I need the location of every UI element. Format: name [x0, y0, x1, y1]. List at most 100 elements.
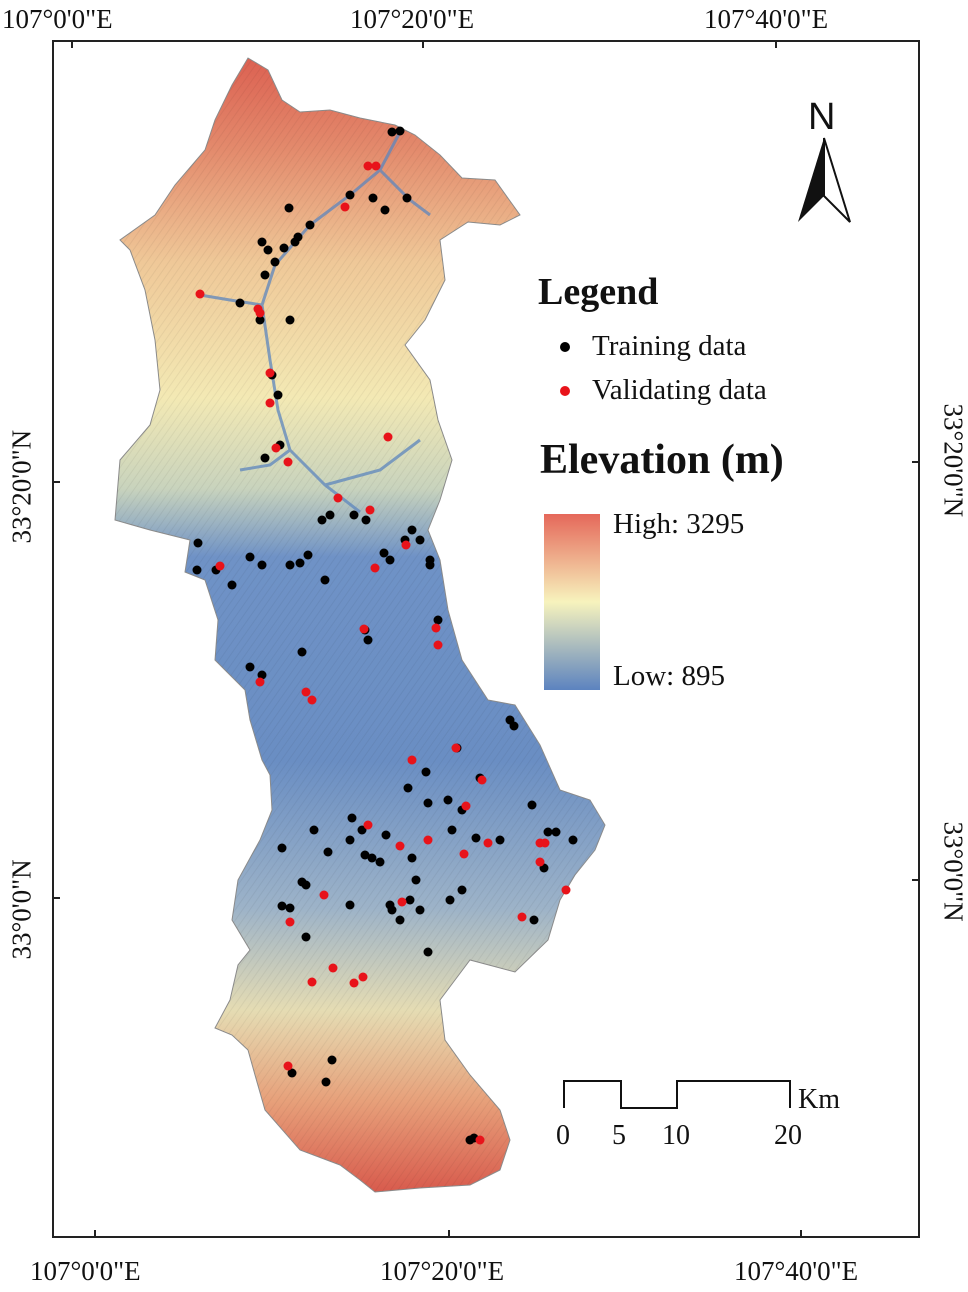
- training-point: [495, 835, 505, 845]
- training-point: [379, 548, 389, 558]
- scale-unit: Km: [798, 1084, 840, 1115]
- sample-points: [192, 126, 578, 1145]
- training-point: [403, 783, 413, 793]
- validating-point: [215, 561, 225, 571]
- training-point: [405, 895, 415, 905]
- training-point: [387, 127, 397, 137]
- training-point: [323, 847, 333, 857]
- training-point: [423, 798, 433, 808]
- validating-point: [271, 443, 281, 453]
- validating-point: [461, 801, 471, 811]
- validating-point: [333, 493, 343, 503]
- validating-point: [371, 161, 381, 171]
- scale-tick-20: 20: [774, 1120, 802, 1151]
- training-point: [305, 220, 315, 230]
- training-point: [433, 615, 443, 625]
- validating-point: [477, 775, 487, 785]
- training-point: [568, 835, 578, 845]
- training-point: [527, 800, 537, 810]
- validating-point: [255, 677, 265, 687]
- training-point: [387, 905, 397, 915]
- training-point: [411, 875, 421, 885]
- validating-point: [283, 1061, 293, 1071]
- scale-bar: [563, 1080, 791, 1109]
- training-point: [277, 843, 287, 853]
- north-arrow-icon: [798, 137, 851, 223]
- validating-point: [407, 755, 417, 765]
- graticule-label-top-107-40: 107°40'0"E: [704, 4, 829, 34]
- training-point: [235, 298, 245, 308]
- training-point: [317, 515, 327, 525]
- training-point: [297, 647, 307, 657]
- graticule-label-bottom-107-20: 107°20'0"E: [380, 1256, 505, 1286]
- training-point: [368, 193, 378, 203]
- elevation-title: Elevation (m): [540, 437, 784, 483]
- validating-point: [195, 289, 205, 299]
- training-point: [245, 552, 255, 562]
- validating-point: [365, 505, 375, 515]
- scale-tick-5: 5: [612, 1120, 626, 1151]
- training-point: [407, 853, 417, 863]
- training-point: [285, 315, 295, 325]
- legend-title: Legend: [538, 271, 659, 313]
- training-point: [471, 833, 481, 843]
- training-point: [363, 635, 373, 645]
- validating-point: [340, 202, 350, 212]
- training-point: [543, 827, 553, 837]
- training-point: [285, 903, 295, 913]
- training-point: [345, 900, 355, 910]
- training-point: [443, 795, 453, 805]
- validating-point: [475, 1135, 485, 1145]
- training-point: [257, 670, 267, 680]
- training-point: [457, 885, 467, 895]
- training-point: [277, 901, 287, 911]
- validating-point: [285, 917, 295, 927]
- training-point: [257, 560, 267, 570]
- training-point: [381, 830, 391, 840]
- training-point: [415, 535, 425, 545]
- validating-point: [363, 820, 373, 830]
- validating-point: [459, 849, 469, 859]
- training-point: [347, 813, 357, 823]
- legend-item-validating: Validating data: [560, 374, 767, 407]
- training-point: [227, 580, 237, 590]
- training-point: [285, 560, 295, 570]
- validating-point: [423, 835, 433, 845]
- validating-point: [319, 890, 329, 900]
- validating-point: [370, 563, 380, 573]
- validating-point: [540, 838, 550, 848]
- validating-point: [433, 640, 443, 650]
- elevation-color-ramp: [544, 514, 600, 690]
- graticule-label-top-107-20: 107°20'0"E: [350, 4, 475, 34]
- graticule-label-bottom-107-0: 107°0'0"E: [30, 1256, 141, 1286]
- training-point: [529, 915, 539, 925]
- validating-point: [383, 432, 393, 442]
- training-point: [445, 895, 455, 905]
- validating-point: [301, 687, 311, 697]
- validating-point: [265, 368, 275, 378]
- validating-point: [307, 977, 317, 987]
- training-point: [395, 915, 405, 925]
- legend-item-training-label: Training data: [592, 330, 747, 362]
- validating-point: [255, 308, 265, 318]
- graticule-label-bottom-107-40: 107°40'0"E: [734, 1256, 859, 1286]
- validating-point: [395, 841, 405, 851]
- training-point: [273, 390, 283, 400]
- legend-item-validating-label: Validating data: [592, 374, 767, 406]
- training-point: [385, 555, 395, 565]
- training-point: [402, 193, 412, 203]
- north-label: N: [808, 96, 836, 138]
- training-point: [301, 880, 311, 890]
- validating-point: [283, 457, 293, 467]
- training-point: [321, 1077, 331, 1087]
- training-point: [284, 203, 294, 213]
- training-point: [345, 835, 355, 845]
- scale-tick-10: 10: [662, 1120, 690, 1151]
- graticule-ticks: [52, 40, 920, 1238]
- training-point: [551, 827, 561, 837]
- validating-point: [397, 897, 407, 907]
- validating-point: [307, 695, 317, 705]
- training-point: [255, 315, 265, 325]
- training-point: [380, 205, 390, 215]
- validating-point: [328, 963, 338, 973]
